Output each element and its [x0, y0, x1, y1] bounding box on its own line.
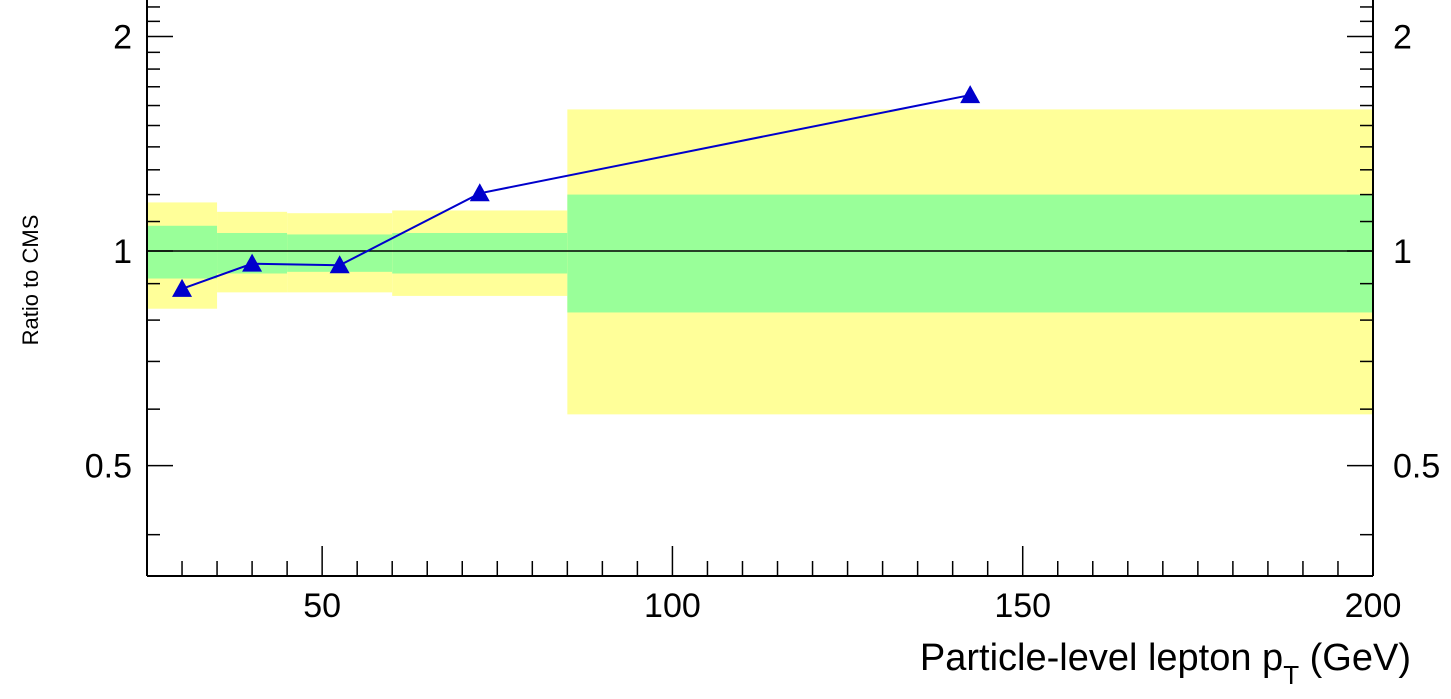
- y-axis-title: Ratio to CMS: [18, 215, 43, 346]
- x-tick-label-3: 200: [1345, 587, 1402, 625]
- y-tick-label-2: 2: [113, 18, 132, 56]
- inner-band-0: [147, 225, 218, 279]
- right-y-tick-label-0: 0.5: [1393, 448, 1440, 486]
- axes-layer: [146, 0, 1374, 577]
- inner-band-4: [567, 194, 1373, 313]
- uncertainty-bands: [147, 109, 1373, 415]
- x-axis-title: Particle-level lepton pT (GeV): [920, 637, 1411, 690]
- data-point-0: [172, 278, 193, 297]
- labels-layer: 50 100 150 200 0.5 1 2 0.5 1 2: [85, 18, 1441, 625]
- y-tick-label-1: 1: [113, 233, 132, 271]
- data-point-4: [960, 85, 981, 104]
- data-point-2: [329, 255, 350, 274]
- right-y-tick-label-2: 2: [1393, 18, 1412, 56]
- x-tick-label-1: 100: [644, 587, 701, 625]
- inner-band-3: [392, 232, 568, 274]
- x-axis-title-subscript: T: [1283, 660, 1299, 690]
- right-y-tick-label-1: 1: [1393, 233, 1412, 271]
- data-point-1: [242, 253, 263, 272]
- series-layer: [172, 85, 981, 297]
- x-tick-label-0: 50: [303, 587, 341, 625]
- y-tick-label-0: 0.5: [85, 448, 132, 486]
- x-axis-title-main: Particle-level lepton p: [920, 637, 1283, 679]
- x-axis-title-unit: (GeV): [1299, 637, 1411, 679]
- data-point-3: [469, 183, 490, 202]
- x-tick-label-2: 150: [994, 587, 1051, 625]
